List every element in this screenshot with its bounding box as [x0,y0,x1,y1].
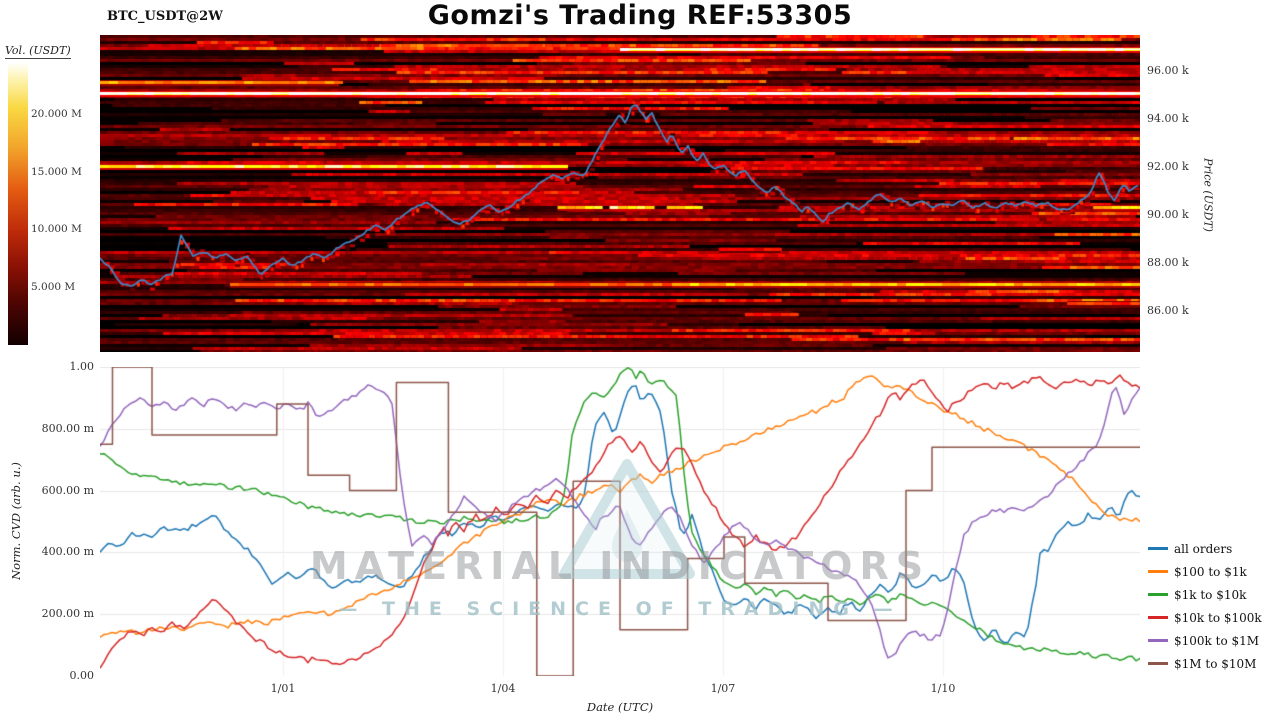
cvd-legend: all orders $100 to $1k $1k to $10k $10k to … [1148,537,1262,675]
legend-item[interactable]: $1k to $10k [1148,583,1262,606]
colorbar-tick: 20.000 M [31,107,82,120]
price-tick: 94.00 k [1147,112,1189,126]
legend-line-swatch [1148,662,1168,665]
legend-line-swatch [1148,570,1168,573]
legend-item[interactable]: $100k to $1M [1148,629,1262,652]
price-tick: 86.00 k [1147,304,1189,318]
legend-label: $1M to $10M [1174,656,1257,671]
price-tick: 92.00 k [1147,160,1189,174]
cvd-y-tick: 1.00 [69,360,95,373]
legend-line-swatch [1148,639,1168,642]
legend-line-swatch [1148,593,1168,596]
legend-label: $100 to $1k [1174,564,1247,579]
colorbar-tick: 5.000 M [31,281,76,294]
cvd-x-tick: 1/10 [930,682,956,695]
legend-item[interactable]: $100 to $1k [1148,560,1262,583]
legend-item[interactable]: all orders [1148,537,1262,560]
price-tick: 96.00 k [1147,64,1189,78]
colorbar-title: Vol. (USDT) [5,44,71,59]
price-tick: 90.00 k [1147,208,1189,222]
legend-label: $10k to $100k [1174,610,1262,625]
legend-item[interactable]: $1M to $10M [1148,652,1262,675]
legend-label: $100k to $1M [1174,633,1260,648]
cvd-x-tick: 1/01 [270,682,296,695]
cvd-y-tick: 600.00 m [41,483,94,497]
price-axis-title: Price (USDT) [1201,158,1215,232]
colorbar-tick: 10.000 M [31,223,82,236]
legend-line-swatch [1148,547,1168,550]
legend-label: $1k to $10k [1174,587,1247,602]
page-title: Gomzi's Trading REF:53305 [427,0,853,31]
cvd-x-tick: 1/07 [710,682,736,695]
colorbar-tick: 15.000 M [31,165,82,178]
date-axis-title: Date (UTC) [586,700,654,714]
cvd-line-chart[interactable] [100,367,1140,676]
cvd-y-tick: 200.00 m [41,607,94,621]
cvd-x-tick: 1/04 [490,682,516,695]
legend-item[interactable]: $10k to $100k [1148,606,1262,629]
legend-line-swatch [1148,616,1168,619]
legend-label: all orders [1174,541,1233,556]
price-tick: 88.00 k [1147,256,1189,270]
cvd-y-axis-title: Norm. CVD (arb. u.) [9,462,23,580]
cvd-y-tick: 800.00 m [41,421,94,435]
liquidity-heatmap[interactable] [100,35,1140,352]
volume-colorbar [8,62,28,345]
cvd-y-tick: 0.00 [69,669,95,682]
symbol-label: BTC_USDT@2W [107,9,223,24]
cvd-y-tick: 400.00 m [41,545,94,559]
